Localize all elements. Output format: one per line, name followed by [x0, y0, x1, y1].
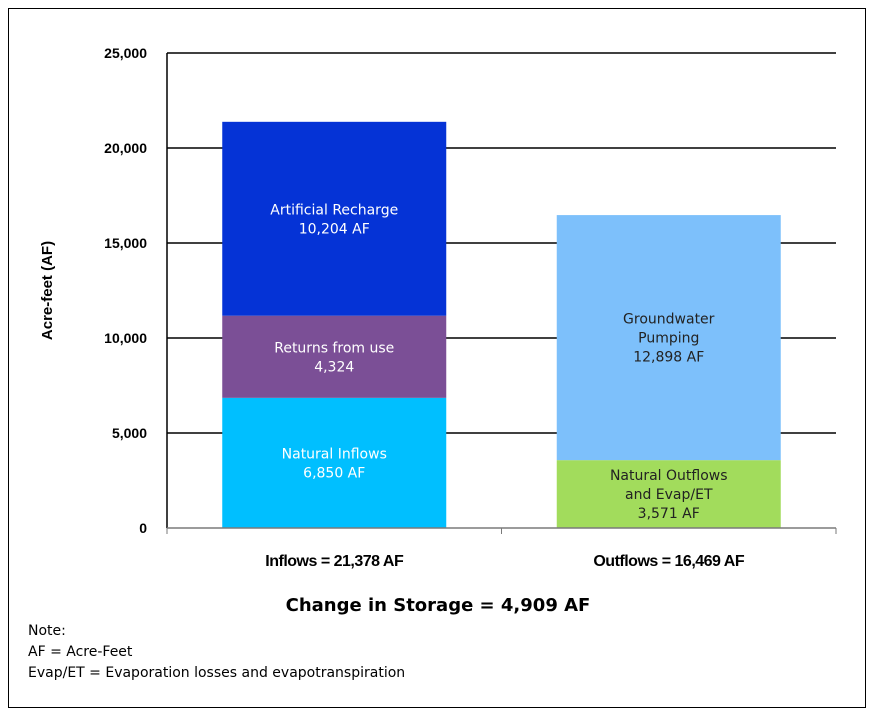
- bar-segment-label: Natural Outflows: [610, 468, 728, 484]
- note-af-definition: AF = Acre-Feet: [28, 644, 133, 660]
- y-tick-label: 5,000: [112, 425, 147, 441]
- category-label: Outflows = 16,469 AF: [593, 553, 745, 570]
- bar-segment: [556, 215, 781, 461]
- bar-segment: [222, 121, 447, 316]
- notes-block: Note: AF = Acre-Feet Evap/ET = Evaporati…: [28, 621, 405, 684]
- bar-segment-label: Groundwater: [623, 312, 715, 328]
- bar-segment: [222, 397, 447, 528]
- note-evapet-definition: Evap/ET = Evaporation losses and evapotr…: [28, 665, 406, 681]
- change-in-storage-summary: Change in Storage = 4,909 AF: [285, 595, 591, 616]
- bar-segment-label: 6,850 AF: [303, 465, 365, 481]
- y-tick-label: 0: [139, 520, 147, 536]
- bar-segment-label: Natural Inflows: [282, 446, 387, 462]
- y-tick-label: 20,000: [104, 140, 147, 156]
- y-tick-label: 10,000: [104, 330, 147, 346]
- bar-segment-label: 3,571 AF: [638, 506, 700, 522]
- bar-segment-label: and Evap/ET: [625, 487, 713, 503]
- bar-segment-label: Pumping: [638, 331, 699, 347]
- y-tick-label: 15,000: [104, 235, 147, 251]
- bar-segment-label: Returns from use: [274, 340, 394, 356]
- bar-segment-label: 12,898 AF: [633, 350, 704, 366]
- bar-segment: [556, 460, 781, 528]
- bar-segment: [222, 315, 447, 398]
- category-label: Inflows = 21,378 AF: [265, 553, 404, 570]
- bar-segment-label: Artificial Recharge: [270, 202, 398, 218]
- bar-segment-label: 4,324: [314, 359, 354, 375]
- stacked-bar-chart: Natural Inflows 6,850 AF Returns from use 4…: [39, 45, 837, 570]
- y-axis-title: Acre-feet (AF): [39, 241, 56, 340]
- y-tick-label: 25,000: [104, 45, 147, 61]
- note-heading: Note:: [28, 623, 66, 639]
- bar-segment-label: 10,204 AF: [299, 221, 370, 237]
